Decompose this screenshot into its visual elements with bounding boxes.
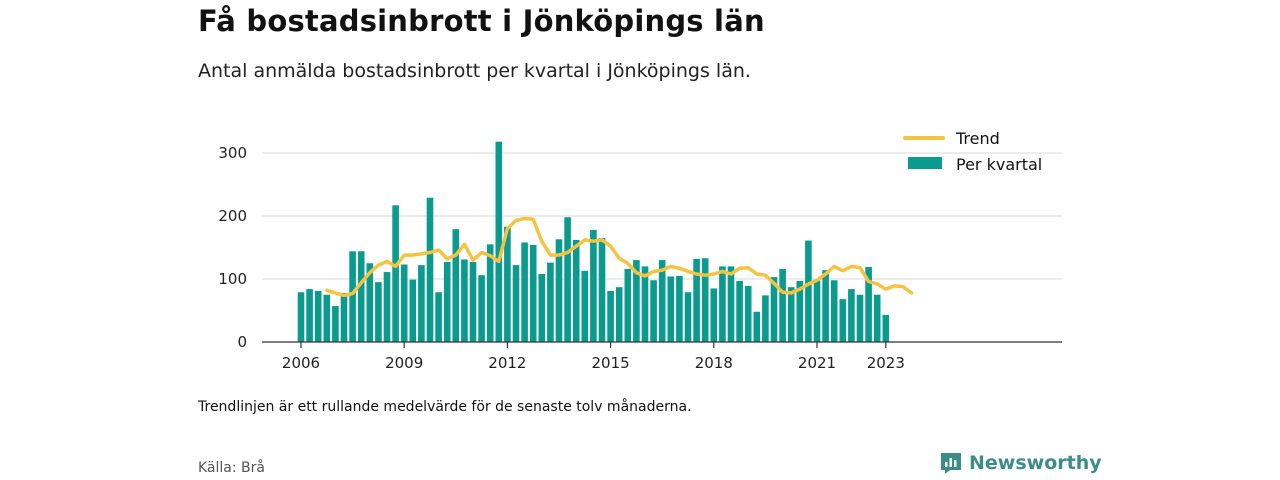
bar bbox=[865, 267, 872, 342]
bar bbox=[538, 273, 546, 342]
bar bbox=[581, 270, 589, 342]
trend-line bbox=[325, 216, 914, 298]
bar bbox=[676, 275, 683, 342]
bar bbox=[409, 279, 417, 342]
bar bbox=[873, 294, 881, 342]
y-tick-label: 300 bbox=[218, 144, 247, 162]
x-tick-label: 2021 bbox=[798, 354, 836, 372]
bar bbox=[693, 258, 700, 342]
bar bbox=[658, 260, 666, 342]
x-tick-label: 2015 bbox=[592, 354, 630, 372]
bar bbox=[753, 311, 761, 342]
bar bbox=[882, 314, 890, 342]
bar bbox=[418, 265, 425, 342]
bar bbox=[486, 244, 494, 342]
bar bbox=[624, 268, 632, 342]
bar bbox=[830, 280, 838, 342]
bar bbox=[383, 272, 391, 342]
bar bbox=[727, 266, 735, 342]
x-tick-label: 2018 bbox=[695, 354, 733, 372]
x-axis: 2006 2009 2012 2015 2018 2021 2023 bbox=[262, 341, 1062, 372]
bar bbox=[495, 141, 503, 342]
bar bbox=[607, 290, 614, 342]
bar bbox=[314, 290, 322, 342]
trend-line-layer bbox=[325, 216, 914, 298]
bar bbox=[297, 292, 305, 342]
newsworthy-logo-icon bbox=[941, 453, 961, 474]
bar bbox=[684, 292, 692, 342]
bar bbox=[641, 266, 649, 342]
x-tick-label: 2006 bbox=[282, 354, 320, 372]
chart-title: Få bostadsinbrott i Jönköpings län bbox=[198, 4, 765, 38]
bar bbox=[848, 289, 855, 342]
bar bbox=[426, 197, 434, 342]
bar bbox=[839, 299, 847, 342]
bar bbox=[461, 259, 468, 342]
brand-name: Newsworthy bbox=[969, 452, 1102, 474]
bar bbox=[736, 280, 743, 342]
bar bbox=[340, 292, 348, 342]
bar bbox=[469, 261, 477, 342]
bar bbox=[529, 244, 537, 342]
bar bbox=[822, 270, 829, 342]
bar bbox=[332, 306, 339, 342]
bar bbox=[770, 277, 778, 342]
x-tick-label: 2009 bbox=[385, 354, 423, 372]
bar bbox=[435, 292, 442, 342]
legend-bar-swatch bbox=[908, 157, 942, 169]
legend-bar-label: Per kvartal bbox=[956, 155, 1042, 174]
footnote: Trendlinjen är ett rullande medelvärde f… bbox=[198, 399, 692, 415]
bar bbox=[512, 265, 520, 342]
bar bbox=[349, 251, 356, 342]
bar bbox=[710, 288, 718, 342]
bar bbox=[719, 266, 726, 342]
brand-logo[interactable]: Newsworthy bbox=[939, 451, 1102, 475]
bar bbox=[357, 251, 365, 342]
bar bbox=[762, 295, 769, 342]
bar bbox=[306, 289, 313, 342]
bar bbox=[805, 240, 812, 342]
bar bbox=[615, 287, 623, 342]
x-tick-label: 2023 bbox=[867, 354, 905, 372]
bars bbox=[297, 141, 890, 342]
bar bbox=[555, 239, 563, 342]
bar bbox=[323, 294, 331, 342]
bar bbox=[787, 287, 795, 342]
bar bbox=[701, 258, 709, 342]
legend-trend-label: Trend bbox=[955, 129, 1000, 148]
bar bbox=[590, 229, 597, 342]
legend: Trend Per kvartal bbox=[903, 129, 1042, 174]
bar bbox=[521, 242, 528, 342]
bar bbox=[366, 263, 374, 342]
bar bbox=[547, 262, 554, 342]
bar bbox=[744, 285, 752, 342]
bar bbox=[572, 239, 580, 342]
bar bbox=[400, 264, 408, 342]
chart-subtitle: Antal anmälda bostadsinbrott per kvartal… bbox=[198, 60, 751, 82]
bar bbox=[813, 280, 821, 342]
bar bbox=[667, 276, 675, 342]
x-tick-label: 2012 bbox=[488, 354, 526, 372]
y-tick-label: 200 bbox=[218, 207, 247, 225]
bar bbox=[452, 229, 460, 342]
bar bbox=[504, 226, 511, 342]
bar bbox=[375, 282, 382, 342]
y-tick-label: 0 bbox=[237, 333, 247, 351]
source-label: Källa: Brå bbox=[198, 460, 265, 476]
bar bbox=[392, 205, 399, 342]
bar bbox=[650, 280, 657, 342]
bar bbox=[598, 238, 606, 342]
y-tick-label: 100 bbox=[218, 270, 247, 288]
bar bbox=[564, 217, 571, 342]
bar bbox=[478, 275, 485, 342]
bar bbox=[779, 268, 786, 342]
bar bbox=[443, 261, 451, 342]
bar bbox=[796, 280, 804, 342]
bar bbox=[856, 294, 864, 342]
bar bbox=[633, 260, 640, 342]
